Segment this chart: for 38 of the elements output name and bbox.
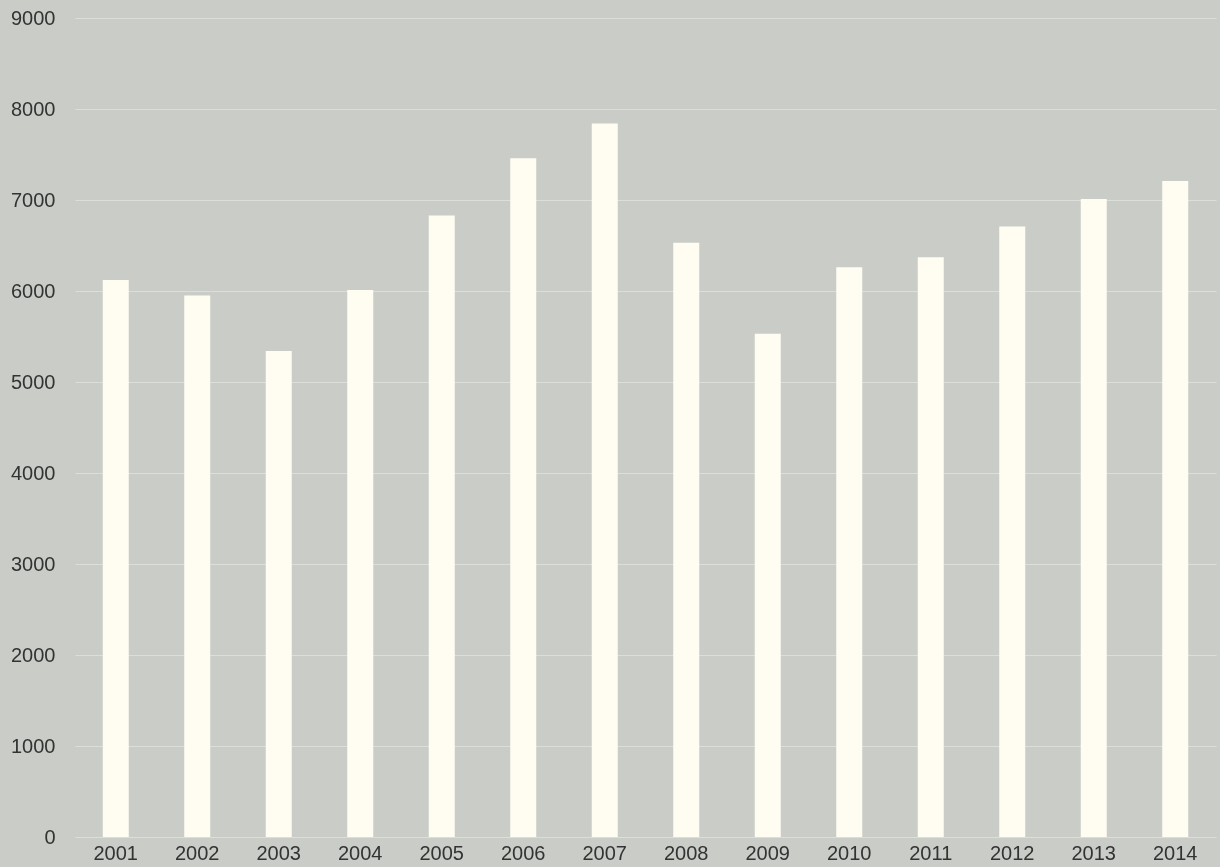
x-tick-label: 2004 xyxy=(338,841,383,864)
bar xyxy=(1080,199,1107,837)
bar xyxy=(1162,180,1189,837)
bar xyxy=(184,295,211,837)
bar xyxy=(591,123,618,837)
x-tick-label: 2003 xyxy=(256,841,301,864)
bar xyxy=(102,280,129,837)
bar xyxy=(836,267,863,837)
bar xyxy=(917,257,944,837)
y-tick-label: 5000 xyxy=(11,370,56,393)
y-tick-label: 2000 xyxy=(11,643,56,666)
y-tick-label: 1000 xyxy=(11,734,56,757)
x-tick-label: 2005 xyxy=(419,841,464,864)
x-tick-label: 2014 xyxy=(1153,841,1198,864)
bar xyxy=(673,242,700,837)
x-tick-label: 2001 xyxy=(93,841,138,864)
bar xyxy=(347,290,374,837)
x-tick-label: 2013 xyxy=(1071,841,1116,864)
x-tick-label: 2010 xyxy=(827,841,872,864)
x-tick-label: 2009 xyxy=(745,841,790,864)
y-tick-label: 8000 xyxy=(11,97,56,120)
x-tick-label: 2007 xyxy=(582,841,627,864)
y-tick-label: 9000 xyxy=(11,6,56,29)
x-tick-label: 2008 xyxy=(664,841,709,864)
x-tick-label: 2012 xyxy=(990,841,1035,864)
y-tick-label: 3000 xyxy=(11,552,56,575)
bar xyxy=(754,333,781,837)
x-tick-label: 2011 xyxy=(909,841,953,864)
bar xyxy=(510,158,537,837)
bar xyxy=(265,351,292,837)
y-tick-label: 6000 xyxy=(11,279,56,302)
x-tick-label: 2002 xyxy=(175,841,220,864)
bar xyxy=(999,226,1026,837)
y-tick-label: 7000 xyxy=(11,188,56,211)
y-tick-label: 4000 xyxy=(11,461,56,484)
bar xyxy=(428,215,455,837)
y-tick-label: 0 xyxy=(44,825,56,848)
x-tick-label: 2006 xyxy=(501,841,546,864)
